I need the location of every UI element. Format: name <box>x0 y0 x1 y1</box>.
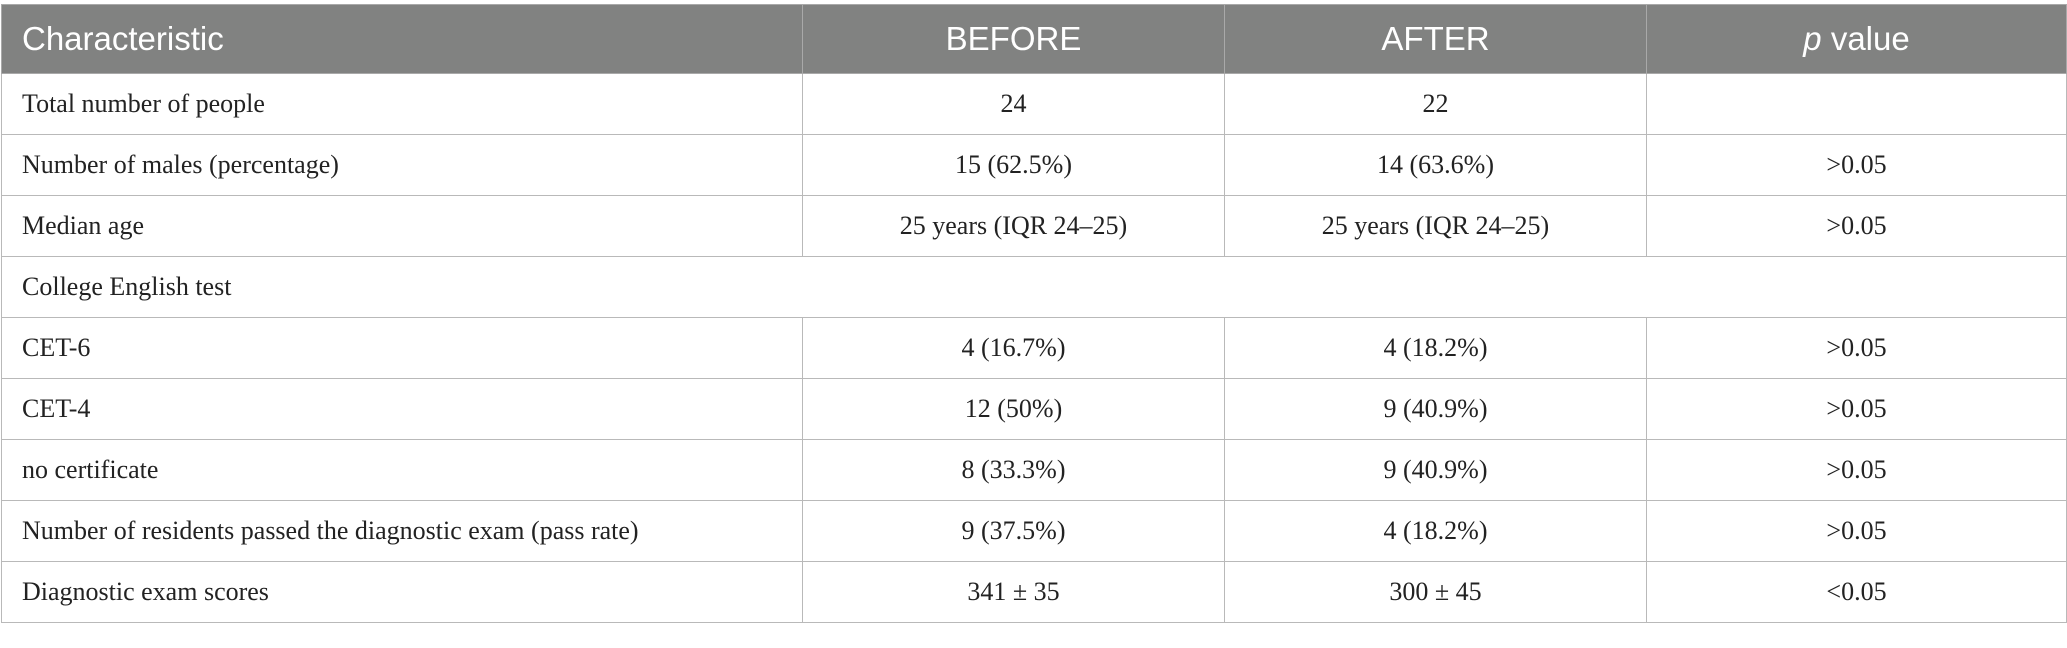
header-row: Characteristic BEFORE AFTER p value <box>1 4 2067 74</box>
table-cell: 15 (62.5%) <box>802 134 1225 196</box>
table-cell: 12 (50%) <box>802 378 1225 440</box>
table-cell: 9 (40.9%) <box>1224 378 1647 440</box>
table-head: Characteristic BEFORE AFTER p value <box>1 4 2067 74</box>
table-cell: 25 years (IQR 24–25) <box>802 195 1225 257</box>
header-cell: p value <box>1646 4 2067 74</box>
table-row: CET-6 4 (16.7%) 4 (18.2%) >0.05 <box>1 317 2067 379</box>
table-cell: 300 ± 45 <box>1224 561 1647 623</box>
table-cell: CET-6 <box>1 317 803 379</box>
table-row: Median age 25 years (IQR 24–25) 25 years (… <box>1 195 2067 257</box>
table-cell: >0.05 <box>1646 439 2067 501</box>
table-cell: >0.05 <box>1646 378 2067 440</box>
table-cell: >0.05 <box>1646 500 2067 562</box>
table-cell: Number of residents passed the diagnosti… <box>1 500 803 562</box>
table-cell: >0.05 <box>1646 317 2067 379</box>
table-cell: no certificate <box>1 439 803 501</box>
table-cell: 4 (18.2%) <box>1224 500 1647 562</box>
table-cell: 14 (63.6%) <box>1224 134 1647 196</box>
table-cell: Diagnostic exam scores <box>1 561 803 623</box>
header-italic: p <box>1803 20 1822 57</box>
table-cell: 8 (33.3%) <box>802 439 1225 501</box>
table-row: Total number of people 24 22 <box>1 73 2067 135</box>
table-cell: Median age <box>1 195 803 257</box>
header-cell: BEFORE <box>802 4 1225 74</box>
table-cell: 9 (40.9%) <box>1224 439 1647 501</box>
table-cell: 22 <box>1224 73 1647 135</box>
table-cell: 4 (18.2%) <box>1224 317 1647 379</box>
table-row: Number of residents passed the diagnosti… <box>1 500 2067 562</box>
data-table: Characteristic BEFORE AFTER p value Tota… <box>1 4 2067 623</box>
table-body: Total number of people 24 22 Number of male… <box>1 73 2067 623</box>
table-row: no certificate 8 (33.3%) 9 (40.9%) >0.05 <box>1 439 2067 501</box>
table-cell: 25 years (IQR 24–25) <box>1224 195 1647 257</box>
empty-cell <box>1646 73 2067 135</box>
header-cell: AFTER <box>1224 4 1647 74</box>
table-row: Diagnostic exam scores 341 ± 35 300 ± 45 <0… <box>1 561 2067 623</box>
table-cell: 4 (16.7%) <box>802 317 1225 379</box>
header-text: value <box>1830 20 1910 57</box>
table-cell: <0.05 <box>1646 561 2067 623</box>
table-cell: 341 ± 35 <box>802 561 1225 623</box>
table-cell: Total number of people <box>1 73 803 135</box>
table-cell: College English test <box>1 256 2067 318</box>
table-cell: 24 <box>802 73 1225 135</box>
header-cell: Characteristic <box>1 4 803 74</box>
table-row: CET-4 12 (50%) 9 (40.9%) >0.05 <box>1 378 2067 440</box>
table-cell: 9 (37.5%) <box>802 500 1225 562</box>
table-cell: >0.05 <box>1646 134 2067 196</box>
table-cell: >0.05 <box>1646 195 2067 257</box>
table-cell: Number of males (percentage) <box>1 134 803 196</box>
page-body: {"table": { "header": ["Characteristic",… <box>0 4 2067 648</box>
table-row: College English test <box>1 256 2067 318</box>
table-cell: CET-4 <box>1 378 803 440</box>
table-row: Number of males (percentage) 15 (62.5%) 14… <box>1 134 2067 196</box>
